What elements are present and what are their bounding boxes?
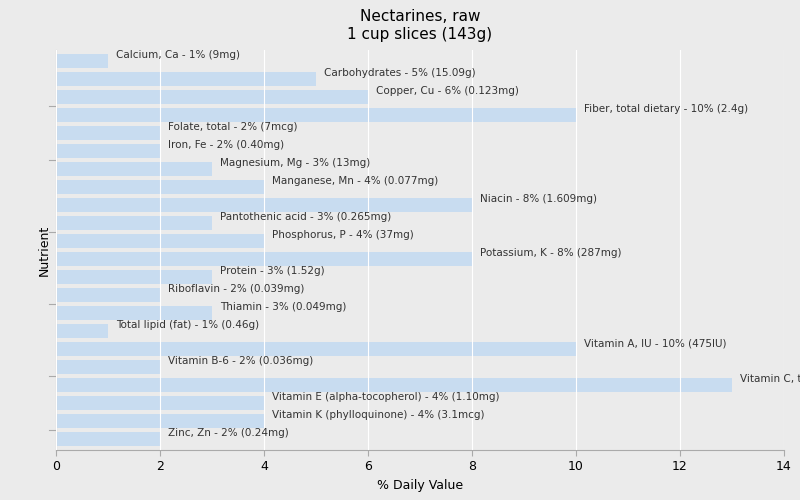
Text: Phosphorus, P - 4% (37mg): Phosphorus, P - 4% (37mg): [272, 230, 414, 240]
Text: Zinc, Zn - 2% (0.24mg): Zinc, Zn - 2% (0.24mg): [168, 428, 289, 438]
Bar: [56, 414, 264, 428]
Text: Pantothenic acid - 3% (0.265mg): Pantothenic acid - 3% (0.265mg): [220, 212, 391, 222]
Bar: [56, 198, 472, 211]
Bar: [56, 72, 316, 86]
Bar: [56, 396, 264, 410]
Bar: [56, 234, 264, 247]
Text: Manganese, Mn - 4% (0.077mg): Manganese, Mn - 4% (0.077mg): [272, 176, 438, 186]
Text: Vitamin A, IU - 10% (475IU): Vitamin A, IU - 10% (475IU): [584, 338, 726, 348]
Bar: [56, 378, 732, 392]
Text: Iron, Fe - 2% (0.40mg): Iron, Fe - 2% (0.40mg): [168, 140, 284, 150]
Text: Niacin - 8% (1.609mg): Niacin - 8% (1.609mg): [480, 194, 597, 204]
Text: Vitamin E (alpha-tocopherol) - 4% (1.10mg): Vitamin E (alpha-tocopherol) - 4% (1.10m…: [272, 392, 499, 402]
Bar: [56, 342, 576, 356]
Bar: [56, 360, 160, 374]
Bar: [56, 108, 576, 122]
Bar: [56, 270, 212, 284]
Bar: [56, 216, 212, 230]
Text: Protein - 3% (1.52g): Protein - 3% (1.52g): [220, 266, 325, 276]
Bar: [56, 288, 160, 302]
Text: Magnesium, Mg - 3% (13mg): Magnesium, Mg - 3% (13mg): [220, 158, 370, 168]
Bar: [56, 54, 108, 68]
Bar: [56, 162, 212, 175]
X-axis label: % Daily Value: % Daily Value: [377, 479, 463, 492]
Y-axis label: Nutrient: Nutrient: [38, 224, 50, 276]
Title: Nectarines, raw
1 cup slices (143g): Nectarines, raw 1 cup slices (143g): [347, 10, 493, 42]
Text: Riboflavin - 2% (0.039mg): Riboflavin - 2% (0.039mg): [168, 284, 304, 294]
Text: Vitamin B-6 - 2% (0.036mg): Vitamin B-6 - 2% (0.036mg): [168, 356, 313, 366]
Text: Fiber, total dietary - 10% (2.4g): Fiber, total dietary - 10% (2.4g): [584, 104, 748, 114]
Text: Vitamin K (phylloquinone) - 4% (3.1mcg): Vitamin K (phylloquinone) - 4% (3.1mcg): [272, 410, 484, 420]
Bar: [56, 252, 472, 266]
Bar: [56, 90, 368, 104]
Text: Copper, Cu - 6% (0.123mg): Copper, Cu - 6% (0.123mg): [376, 86, 518, 96]
Text: Calcium, Ca - 1% (9mg): Calcium, Ca - 1% (9mg): [116, 50, 240, 60]
Bar: [56, 432, 160, 446]
Text: Total lipid (fat) - 1% (0.46g): Total lipid (fat) - 1% (0.46g): [116, 320, 259, 330]
Bar: [56, 144, 160, 158]
Text: Folate, total - 2% (7mcg): Folate, total - 2% (7mcg): [168, 122, 298, 132]
Text: Thiamin - 3% (0.049mg): Thiamin - 3% (0.049mg): [220, 302, 346, 312]
Bar: [56, 324, 108, 338]
Bar: [56, 180, 264, 194]
Text: Carbohydrates - 5% (15.09g): Carbohydrates - 5% (15.09g): [324, 68, 475, 78]
Text: Vitamin C, total ascorbic acid - 13% (7.7mg): Vitamin C, total ascorbic acid - 13% (7.…: [740, 374, 800, 384]
Bar: [56, 126, 160, 140]
Text: Potassium, K - 8% (287mg): Potassium, K - 8% (287mg): [480, 248, 622, 258]
Bar: [56, 306, 212, 320]
